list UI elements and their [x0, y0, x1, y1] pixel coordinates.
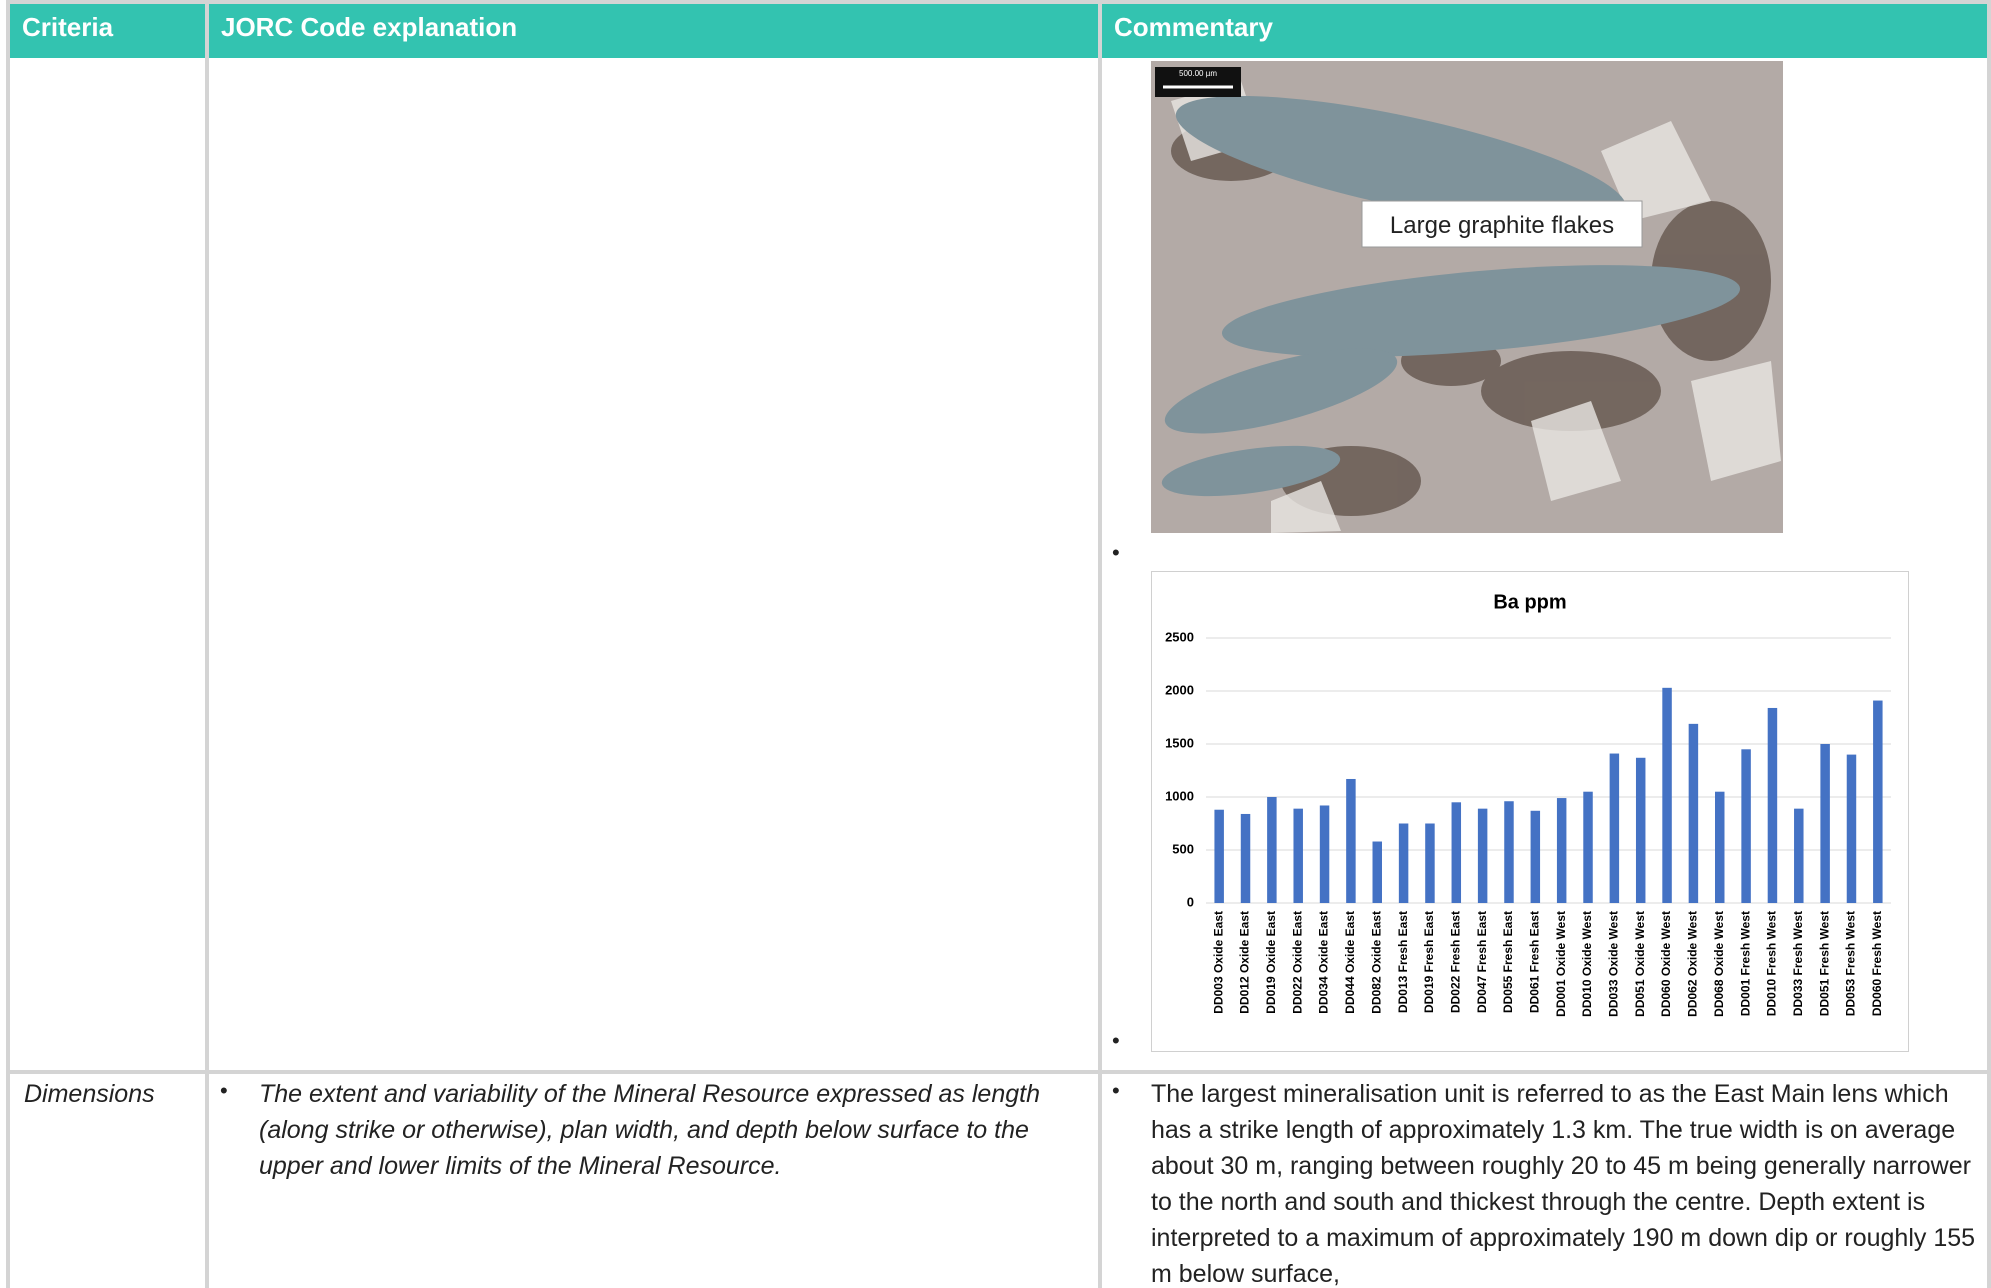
- x-tick-label: DD019 Fresh East: [1422, 911, 1436, 1013]
- photomicrograph: 500.00 µm Large graphite flakes: [1151, 61, 1783, 533]
- bar: [1398, 823, 1409, 903]
- x-tick-label: DD033 Oxide West: [1607, 911, 1621, 1017]
- bar: [1715, 791, 1725, 903]
- x-tick-label: DD012 Oxide East: [1238, 911, 1252, 1014]
- bar: [1741, 749, 1751, 903]
- x-tick-label: DD019 Oxide East: [1264, 911, 1278, 1014]
- x-tick-label: DD022 Oxide East: [1290, 911, 1304, 1014]
- bar: [1372, 841, 1382, 903]
- bar: [1609, 753, 1620, 903]
- bullet: •: [1112, 1078, 1120, 1103]
- bullet: •: [1112, 1028, 1120, 1053]
- bar: [1504, 801, 1514, 903]
- bar: [1556, 798, 1567, 903]
- x-tick-label: DD060 Oxide West: [1659, 911, 1673, 1017]
- bar: [1477, 808, 1488, 903]
- y-tick-label: 500: [1172, 841, 1194, 856]
- x-tick-label: DD051 Fresh West: [1817, 911, 1831, 1016]
- bar: [1346, 778, 1356, 903]
- bullet: •: [220, 1078, 228, 1103]
- commentary: The largest mineralisation unit is refer…: [1151, 1080, 1976, 1288]
- border: [6, 1070, 1991, 1074]
- x-tick-label: DD044 Oxide East: [1343, 911, 1357, 1014]
- x-tick-label: DD001 Oxide West: [1554, 911, 1568, 1017]
- x-tick-label: DD082 Oxide East: [1369, 911, 1383, 1014]
- border: [1098, 4, 1102, 1288]
- x-tick-label: DD061 Fresh East: [1527, 911, 1541, 1013]
- x-tick-label: DD055 Fresh East: [1501, 911, 1515, 1013]
- x-tick-label: DD068 Oxide West: [1712, 911, 1726, 1017]
- bar: [1767, 707, 1778, 903]
- explanation: The extent and variability of the Minera…: [259, 1080, 1040, 1180]
- image-label: Large graphite flakes: [1390, 212, 1614, 239]
- bar: [1319, 805, 1330, 903]
- scale-bar-bg: [1155, 67, 1241, 97]
- bar: [1873, 700, 1883, 903]
- x-tick-label: DD051 Oxide West: [1633, 911, 1647, 1017]
- border: [6, 4, 10, 1288]
- bar: [1846, 754, 1857, 903]
- y-tick-label: 2000: [1165, 682, 1194, 697]
- criteria: Dimensions: [24, 1080, 155, 1108]
- x-tick-label: DD003 Oxide East: [1211, 911, 1225, 1014]
- x-tick-label: DD053 Fresh West: [1844, 911, 1858, 1016]
- border: [205, 4, 209, 1288]
- chart: Ba ppm 0 500 1000 1500 2000 2500 DD003 Oxide E…: [1151, 571, 1909, 1052]
- header-cell: Commentary: [1102, 4, 1987, 58]
- bar: [1214, 809, 1224, 903]
- x-tick-label: DD022 Fresh East: [1448, 911, 1462, 1013]
- graphite-flakes: [1161, 96, 1741, 497]
- border: [1987, 4, 1991, 1288]
- border: [6, 0, 1991, 4]
- bar: [1267, 797, 1277, 903]
- scale-bar-label: 500.00 µm: [1179, 69, 1217, 78]
- chart-title: Ba ppm: [1493, 591, 1566, 613]
- bar: [1425, 823, 1435, 903]
- x-tick-label: DD013 Fresh East: [1396, 911, 1410, 1013]
- y-tick-label: 2500: [1165, 629, 1194, 644]
- x-tick-label: DD010 Fresh West: [1765, 911, 1779, 1016]
- bar: [1583, 791, 1593, 903]
- bar: [1530, 810, 1541, 903]
- x-tick-label: DD047 Fresh East: [1475, 911, 1489, 1013]
- bar: [1635, 757, 1646, 903]
- bar: [1293, 808, 1303, 903]
- header-cell: JORC Code explanation: [209, 4, 1098, 58]
- x-tick-label: DD033 Fresh West: [1791, 911, 1805, 1016]
- x-tick-label: DD034 Oxide East: [1317, 911, 1331, 1014]
- x-tick-label: DD060 Fresh West: [1870, 911, 1884, 1016]
- bar: [1820, 744, 1830, 903]
- x-tick-label: DD001 Fresh West: [1738, 911, 1752, 1016]
- y-tick-label: 1000: [1165, 788, 1194, 803]
- bar: [1794, 808, 1804, 903]
- y-tick-label: 1500: [1165, 735, 1194, 750]
- bullet: •: [1112, 540, 1120, 565]
- bar: [1662, 687, 1672, 903]
- header-cell: Criteria: [10, 4, 205, 58]
- label-box: [1361, 200, 1643, 248]
- x-tick-label: DD062 Oxide West: [1686, 911, 1700, 1017]
- y-tick-label: 0: [1187, 894, 1194, 909]
- bar: [1451, 802, 1462, 903]
- x-tick-label: DD010 Oxide West: [1580, 911, 1594, 1017]
- bar: [1240, 813, 1251, 903]
- chart-frame: [1151, 571, 1909, 1052]
- bar: [1688, 723, 1699, 903]
